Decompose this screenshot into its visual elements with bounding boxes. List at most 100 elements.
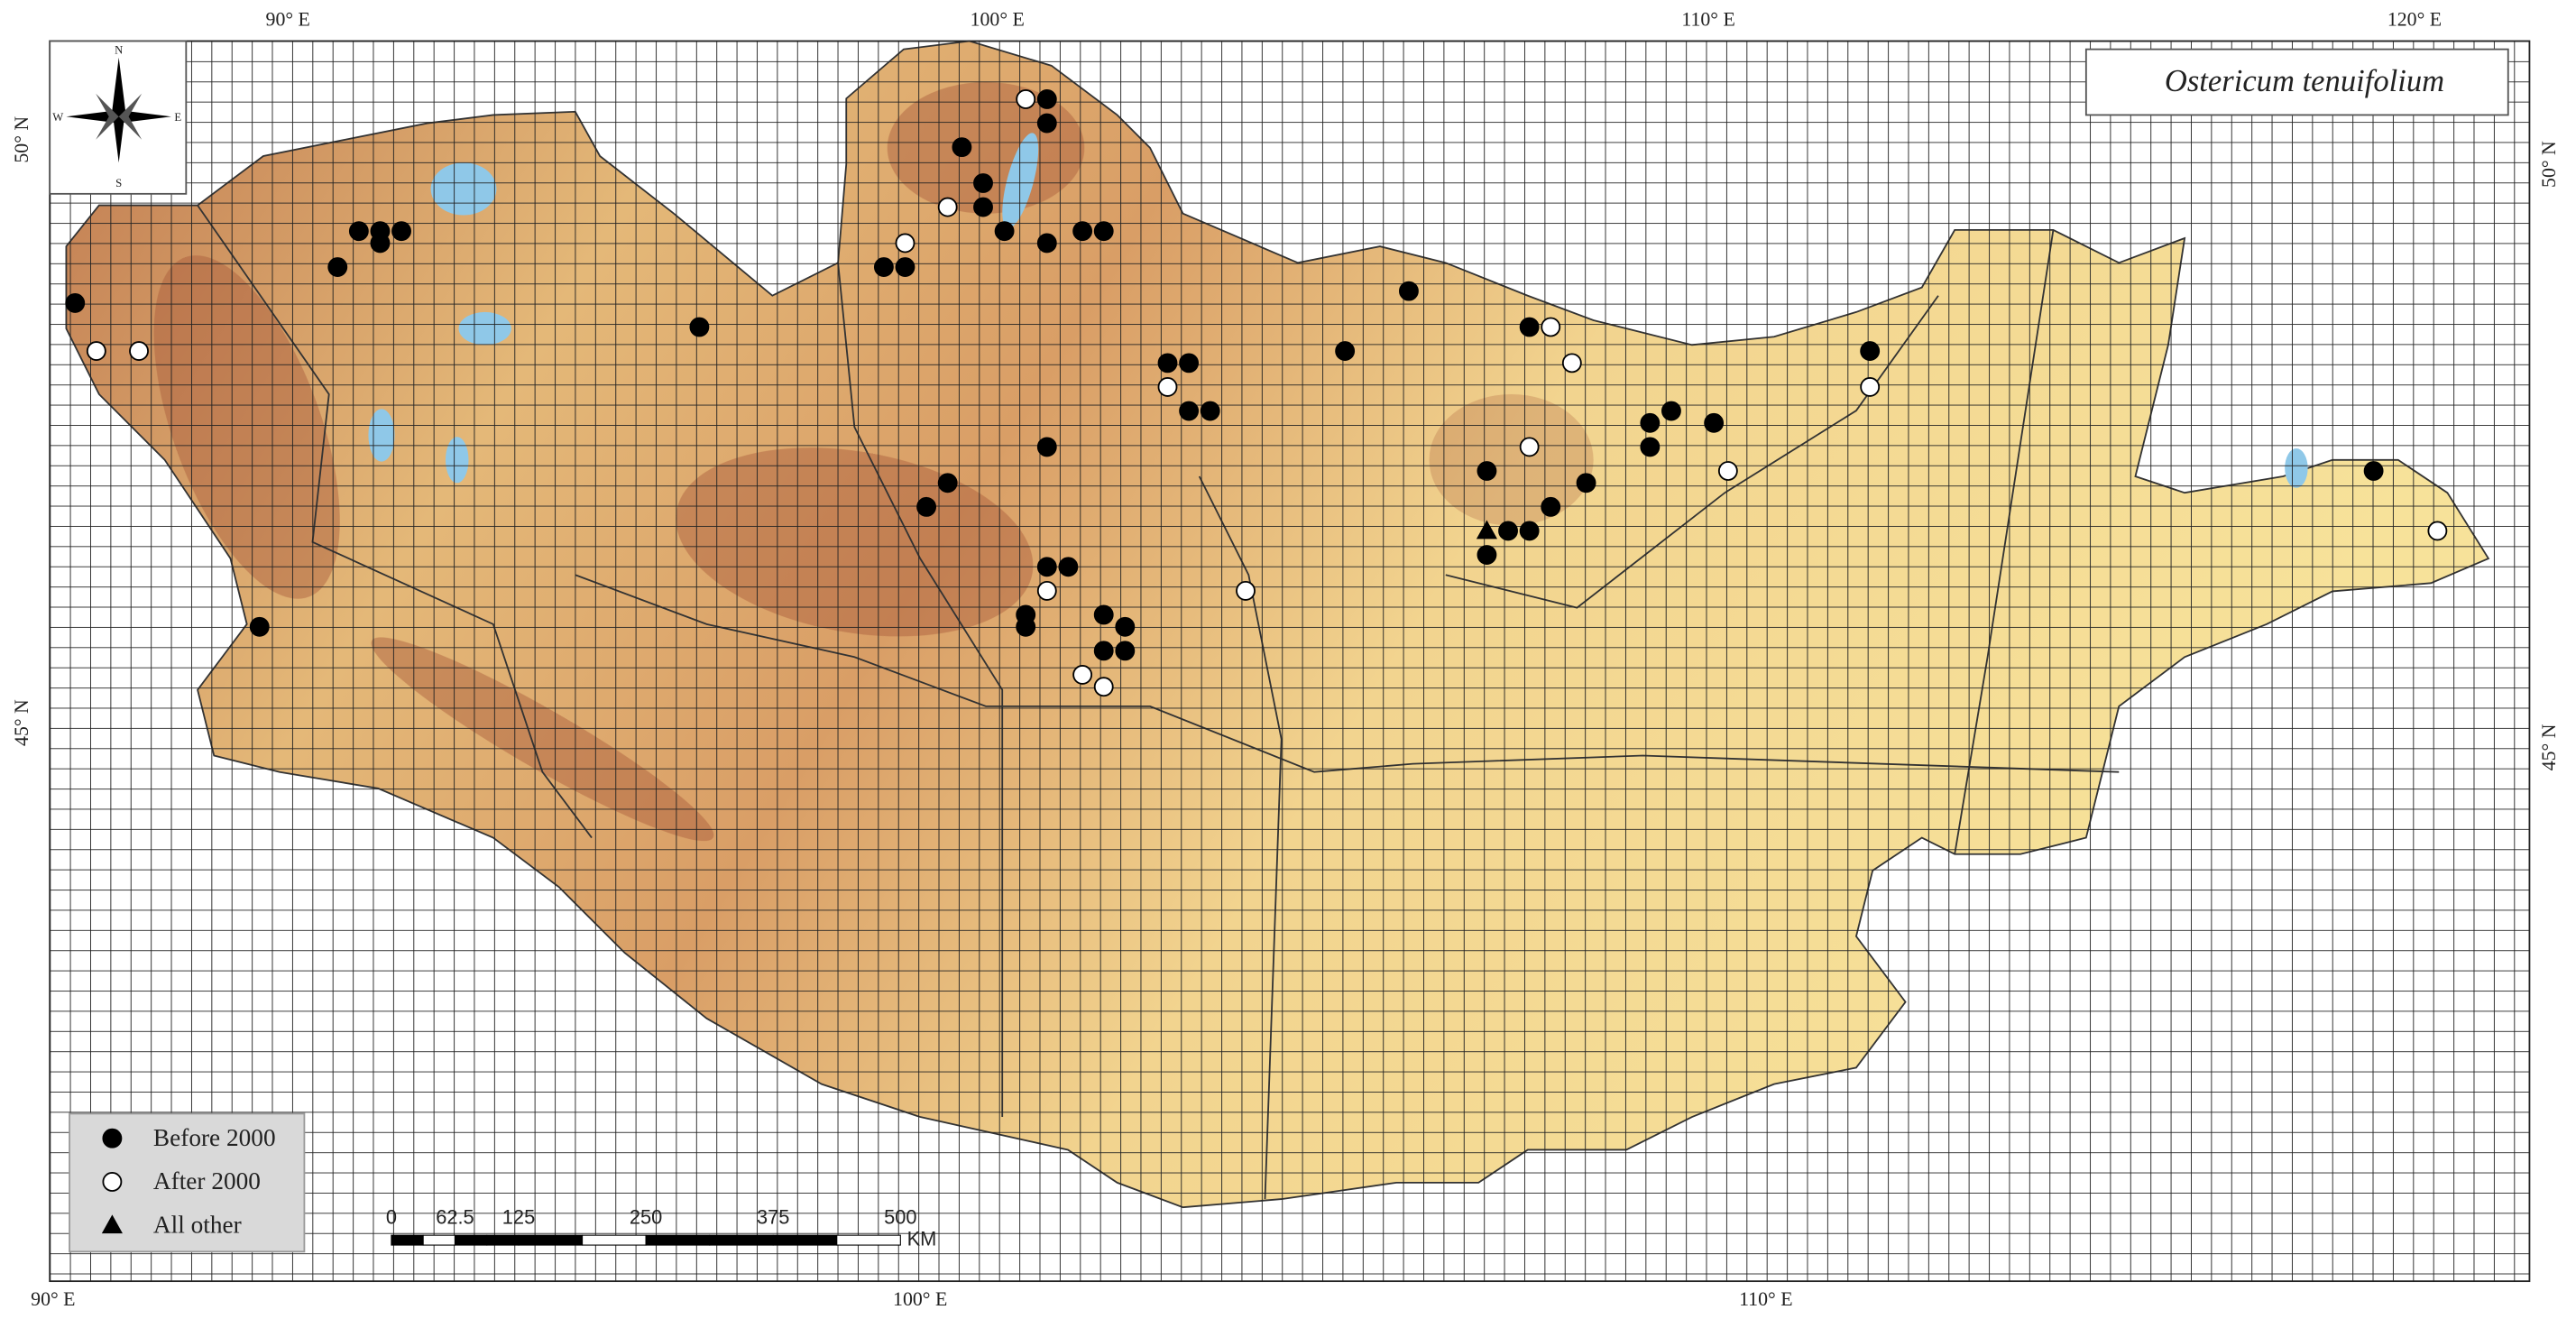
point bbox=[1519, 317, 1540, 337]
point bbox=[1236, 580, 1256, 601]
point bbox=[1541, 317, 1561, 337]
point bbox=[1016, 89, 1036, 109]
map-title: Ostericum tenuifolium bbox=[2165, 64, 2444, 98]
point bbox=[1036, 113, 1057, 134]
point bbox=[1335, 341, 1356, 362]
scale-segment bbox=[454, 1234, 488, 1246]
point bbox=[1860, 341, 1881, 362]
point bbox=[391, 221, 411, 242]
grid bbox=[50, 41, 2530, 1282]
point bbox=[1498, 521, 1518, 541]
scale-segment bbox=[709, 1234, 774, 1246]
point bbox=[327, 257, 348, 277]
point bbox=[1640, 437, 1661, 457]
legend-label: All other bbox=[153, 1211, 242, 1238]
point bbox=[1179, 401, 1200, 421]
scale-segment bbox=[486, 1234, 520, 1246]
scale-segment bbox=[836, 1234, 901, 1246]
point bbox=[937, 473, 958, 493]
legend: Before 2000 After 2000 All other bbox=[101, 1124, 276, 1238]
point bbox=[1036, 580, 1057, 601]
scale-segment bbox=[391, 1234, 424, 1246]
scale-label: 375 bbox=[757, 1206, 789, 1229]
point bbox=[1016, 616, 1036, 637]
point bbox=[994, 221, 1015, 242]
point bbox=[1036, 557, 1057, 577]
point bbox=[348, 221, 369, 242]
point bbox=[1704, 412, 1725, 433]
bottom-label: 110° E bbox=[1739, 1288, 1792, 1310]
point bbox=[1541, 496, 1561, 517]
point bbox=[101, 1214, 123, 1234]
point bbox=[102, 1128, 123, 1148]
scale-segment bbox=[582, 1234, 647, 1246]
point bbox=[1179, 353, 1200, 374]
compass-n: N bbox=[115, 43, 123, 56]
legend-label: After 2000 bbox=[153, 1167, 261, 1194]
top-label: 100° E bbox=[971, 9, 1025, 31]
right-label: 45° N bbox=[2538, 724, 2560, 770]
point bbox=[249, 616, 270, 637]
scale-label: 250 bbox=[630, 1206, 662, 1229]
scale-label: 62.5 bbox=[436, 1206, 474, 1229]
point bbox=[1661, 401, 1681, 421]
compass-w: W bbox=[52, 111, 63, 124]
scale-unit: KM bbox=[907, 1227, 937, 1250]
bottom-label: 90° E bbox=[31, 1288, 75, 1310]
point bbox=[895, 233, 915, 254]
point bbox=[1093, 677, 1114, 697]
legend-label: Before 2000 bbox=[153, 1124, 276, 1151]
point bbox=[1717, 461, 1738, 481]
point bbox=[2427, 521, 2448, 541]
point bbox=[370, 233, 391, 254]
point bbox=[1640, 412, 1661, 433]
point bbox=[1157, 377, 1178, 397]
point bbox=[1072, 221, 1093, 242]
scale-label: 0 bbox=[386, 1206, 397, 1229]
point bbox=[1860, 377, 1881, 397]
right-label: 50° N bbox=[2538, 141, 2560, 188]
bottom-label: 100° E bbox=[893, 1288, 947, 1310]
point bbox=[1477, 545, 1497, 565]
point bbox=[916, 496, 937, 517]
left-label: 50° N bbox=[11, 116, 32, 163]
point bbox=[1115, 616, 1136, 637]
title-box bbox=[2084, 48, 2509, 116]
point bbox=[1093, 641, 1114, 661]
point bbox=[689, 317, 710, 337]
point bbox=[973, 173, 993, 193]
point bbox=[1157, 353, 1178, 374]
scale-segment bbox=[518, 1234, 584, 1246]
point bbox=[895, 257, 915, 277]
point bbox=[86, 341, 106, 362]
point bbox=[952, 137, 972, 158]
scale-segment bbox=[422, 1234, 456, 1246]
scale-segment bbox=[645, 1234, 711, 1246]
occurrence-points bbox=[65, 89, 2448, 697]
point bbox=[102, 1172, 123, 1192]
compass-e: E bbox=[174, 111, 181, 124]
compass: N S E W bbox=[49, 40, 188, 195]
point bbox=[1476, 520, 1498, 540]
point bbox=[65, 292, 86, 313]
point bbox=[1093, 604, 1114, 625]
scale-label: 500 bbox=[884, 1206, 916, 1229]
point bbox=[1115, 641, 1136, 661]
point bbox=[1036, 233, 1057, 254]
point bbox=[1036, 437, 1057, 457]
scale-segment bbox=[772, 1234, 838, 1246]
point bbox=[1072, 665, 1093, 685]
point bbox=[1200, 401, 1220, 421]
point bbox=[1519, 521, 1540, 541]
top-label: 120° E bbox=[2387, 9, 2442, 31]
point bbox=[1399, 281, 1419, 301]
scale-label: 125 bbox=[502, 1206, 535, 1229]
top-label: 110° E bbox=[1681, 9, 1734, 31]
point bbox=[1058, 557, 1079, 577]
point bbox=[1477, 461, 1497, 481]
point bbox=[1093, 221, 1114, 242]
point bbox=[2363, 461, 2384, 481]
